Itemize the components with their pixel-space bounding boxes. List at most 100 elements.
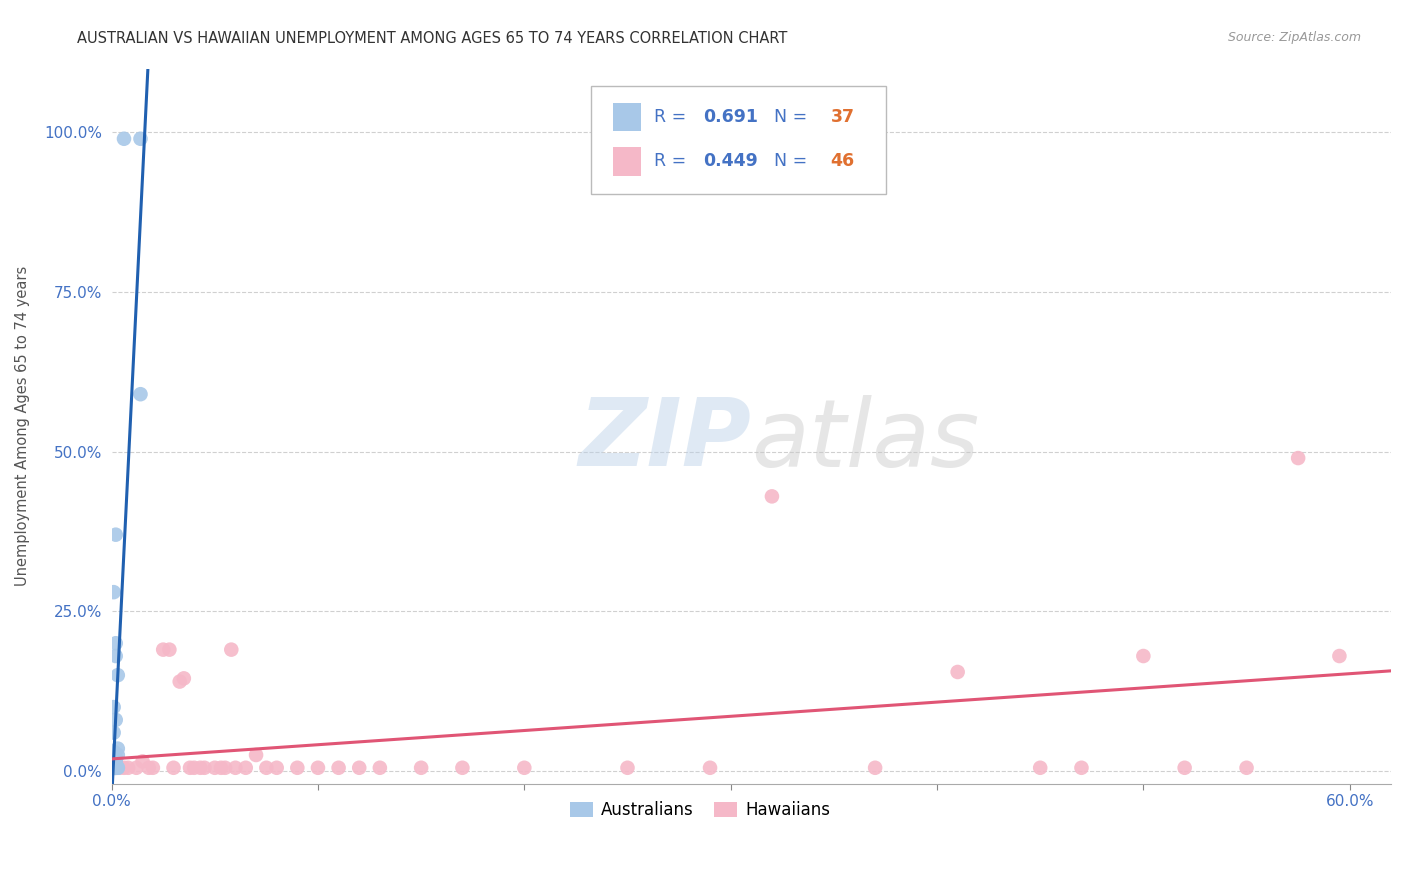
Point	[188, 761, 211, 775]
Point	[349, 761, 371, 775]
Point	[103, 761, 125, 775]
Point	[221, 642, 243, 657]
Point	[103, 761, 125, 775]
Point	[142, 761, 165, 775]
Point	[103, 585, 125, 599]
Point	[107, 741, 129, 756]
Point	[103, 761, 125, 775]
Point	[152, 642, 174, 657]
Point	[103, 761, 125, 775]
Point	[1070, 761, 1092, 775]
Text: N =: N =	[763, 108, 813, 126]
Point	[307, 761, 329, 775]
Point	[107, 668, 129, 682]
Point	[103, 761, 125, 775]
Point	[103, 725, 125, 739]
Point	[616, 761, 638, 775]
Point	[107, 761, 129, 775]
Point	[103, 700, 125, 714]
Point	[214, 761, 236, 775]
Point	[946, 665, 969, 679]
Point	[266, 761, 288, 775]
Point	[451, 761, 474, 775]
Text: 0.691: 0.691	[703, 108, 758, 126]
FancyBboxPatch shape	[613, 147, 641, 176]
Point	[129, 132, 152, 146]
Point	[103, 761, 125, 775]
Point	[328, 761, 350, 775]
Point	[112, 132, 135, 146]
Point	[104, 636, 127, 650]
Point	[1286, 451, 1309, 466]
Point	[104, 751, 127, 765]
Point	[104, 761, 127, 775]
Point	[103, 761, 125, 775]
Point	[1236, 761, 1258, 775]
Point	[129, 387, 152, 401]
Point	[179, 761, 201, 775]
Point	[104, 761, 127, 775]
Point	[108, 761, 131, 775]
Point	[104, 761, 127, 775]
Point	[224, 761, 246, 775]
Point	[103, 761, 125, 775]
Point	[103, 761, 125, 775]
FancyBboxPatch shape	[592, 87, 886, 194]
FancyBboxPatch shape	[613, 103, 641, 131]
Point	[513, 761, 536, 775]
Point	[131, 755, 153, 769]
Point	[104, 761, 127, 775]
Point	[1029, 761, 1052, 775]
Text: R =: R =	[654, 108, 692, 126]
Text: R =: R =	[654, 153, 692, 170]
Point	[193, 761, 215, 775]
Point	[157, 642, 180, 657]
Point	[209, 761, 232, 775]
Point	[1174, 761, 1197, 775]
Legend: Australians, Hawaiians: Australians, Hawaiians	[562, 794, 838, 825]
Point	[235, 761, 257, 775]
Y-axis label: Unemployment Among Ages 65 to 74 years: Unemployment Among Ages 65 to 74 years	[15, 266, 30, 586]
Point	[204, 761, 226, 775]
Point	[104, 751, 127, 765]
Point	[368, 761, 391, 775]
Point	[761, 489, 783, 503]
Point	[1132, 648, 1154, 663]
Point	[411, 761, 433, 775]
Text: 0.449: 0.449	[703, 153, 758, 170]
Point	[245, 747, 267, 762]
Point	[104, 755, 127, 769]
Point	[1329, 648, 1351, 663]
Text: AUSTRALIAN VS HAWAIIAN UNEMPLOYMENT AMONG AGES 65 TO 74 YEARS CORRELATION CHART: AUSTRALIAN VS HAWAIIAN UNEMPLOYMENT AMON…	[77, 31, 787, 46]
Point	[112, 761, 135, 775]
Text: ZIP: ZIP	[578, 394, 751, 486]
Point	[104, 527, 127, 541]
Point	[107, 761, 129, 775]
Point	[138, 761, 160, 775]
Point	[699, 761, 721, 775]
Text: 46: 46	[831, 153, 855, 170]
Point	[162, 761, 184, 775]
Point	[103, 761, 125, 775]
Point	[103, 745, 125, 759]
Point	[173, 672, 195, 686]
Text: atlas: atlas	[751, 395, 980, 486]
Point	[104, 761, 127, 775]
Point	[107, 747, 129, 762]
Text: Source: ZipAtlas.com: Source: ZipAtlas.com	[1227, 31, 1361, 45]
Point	[285, 761, 308, 775]
Text: N =: N =	[763, 153, 813, 170]
Point	[104, 761, 127, 775]
Point	[104, 761, 127, 775]
Point	[103, 761, 125, 775]
Point	[104, 648, 127, 663]
Point	[103, 761, 125, 775]
Point	[117, 761, 139, 775]
Point	[169, 674, 191, 689]
Point	[183, 761, 205, 775]
Point	[125, 761, 148, 775]
Point	[254, 761, 277, 775]
Point	[863, 761, 886, 775]
Text: 37: 37	[831, 108, 855, 126]
Point	[104, 713, 127, 727]
